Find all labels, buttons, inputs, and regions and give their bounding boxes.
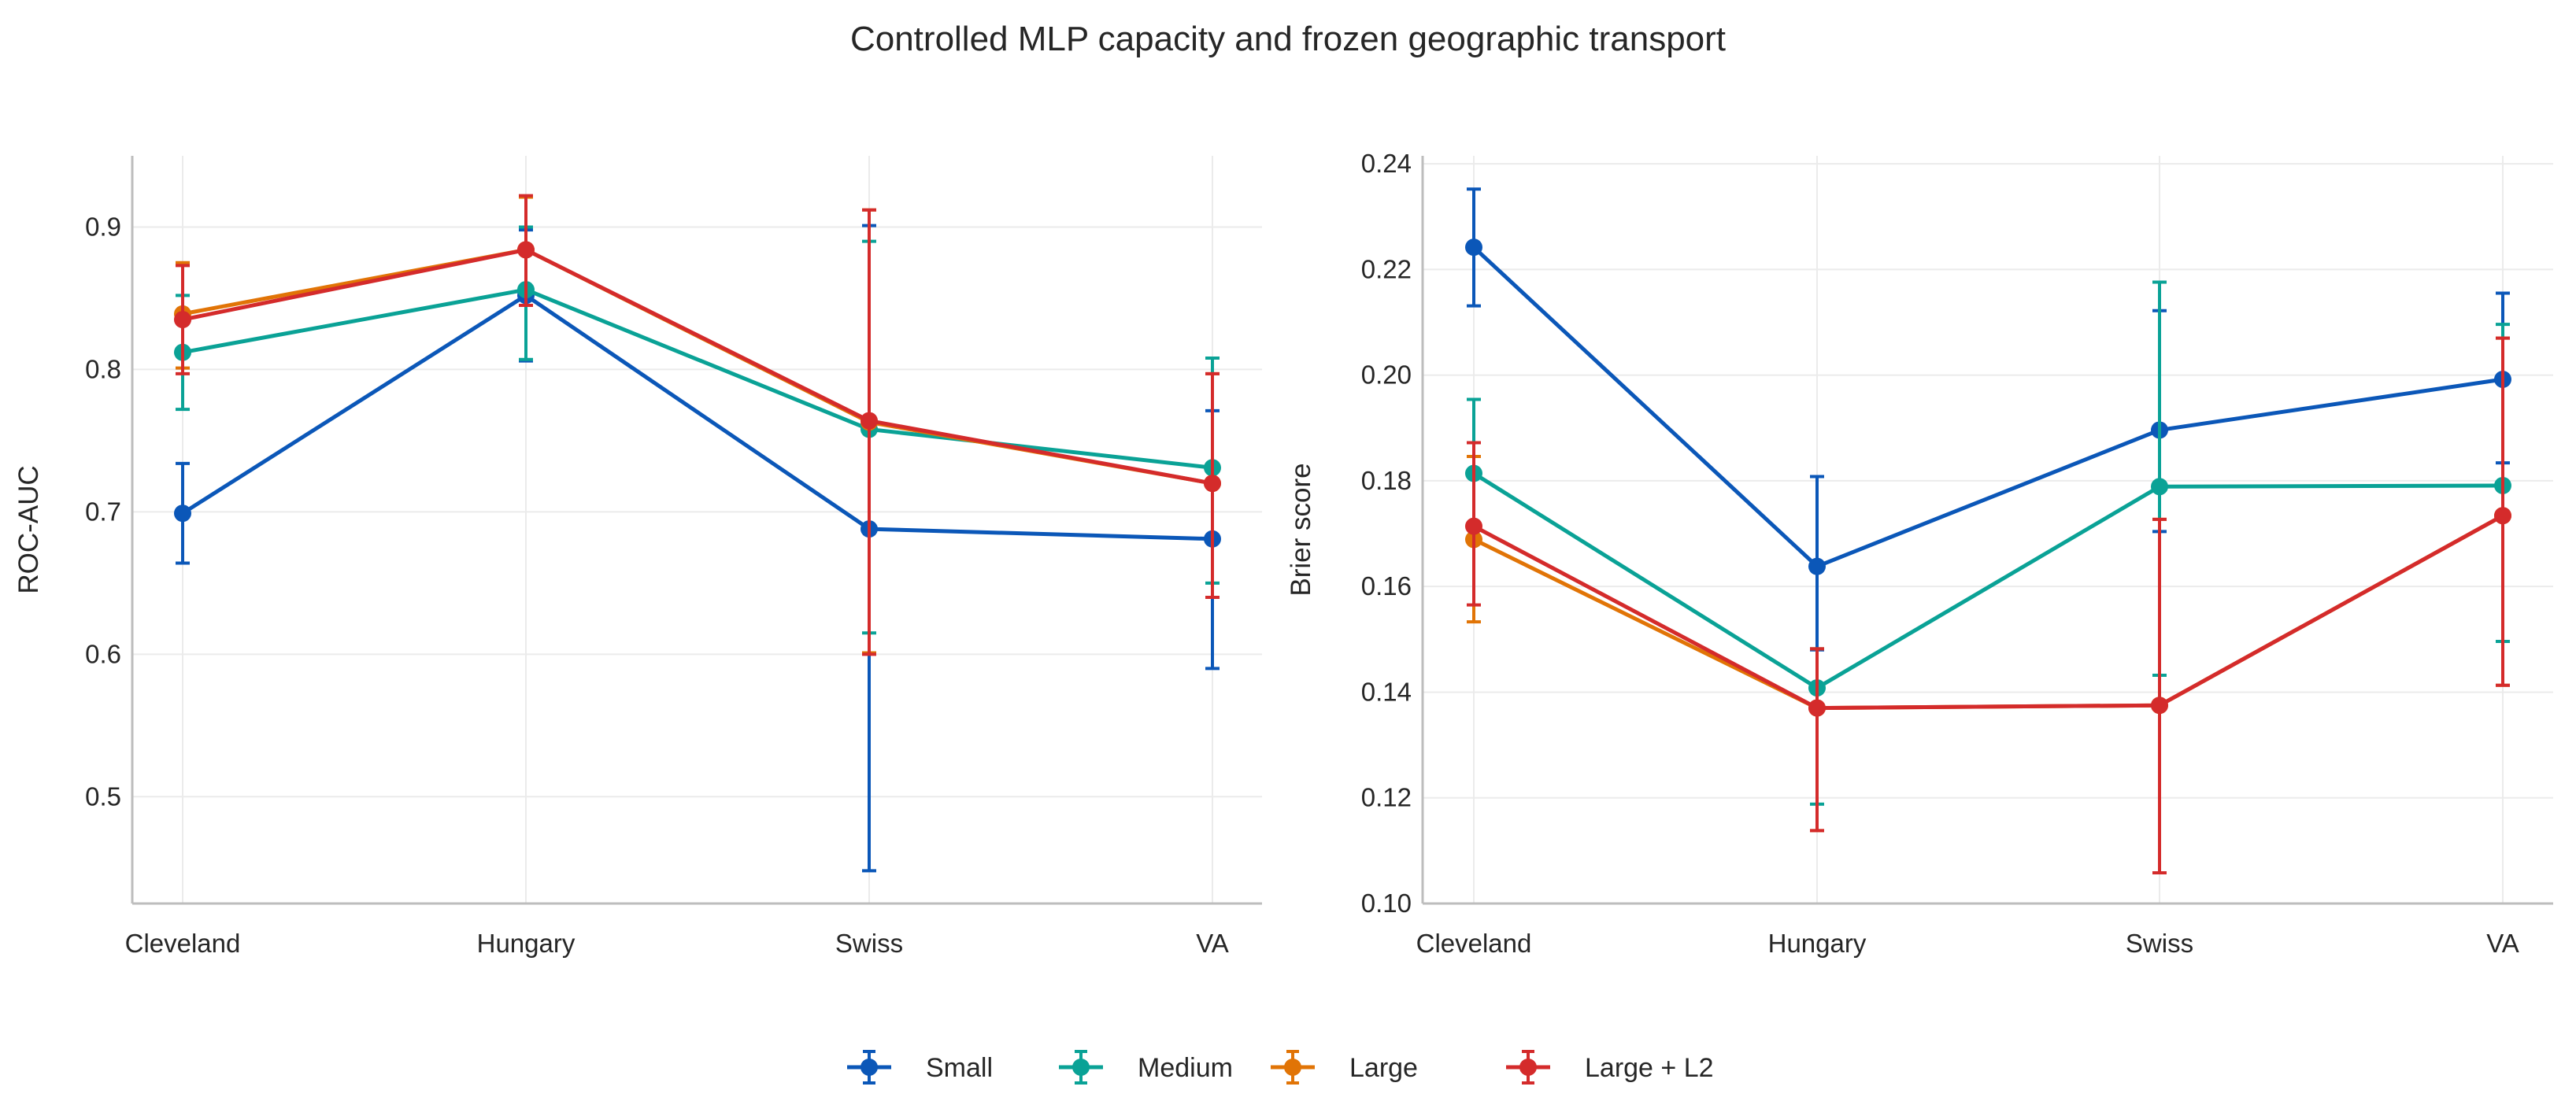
roc-auc-xtick-swiss: Swiss [835,929,903,958]
brier-score-large-l2-line [1472,514,2504,711]
legend-item-small: Small [847,1050,993,1085]
brier-score-large-l2-point-hungary [1808,699,1826,717]
brier-score-series-small [1465,187,2511,652]
brier-score-ytick-label: 0.18 [1361,466,1412,495]
brier-score-large-line [1472,514,2504,711]
brier-score-xtick-cleveland: Cleveland [1416,929,1532,958]
brier-score-xtick-va: VA [2486,929,2519,958]
legend-item-large-l2: Large + L2 [1506,1050,1714,1085]
roc-auc-ytick-label: 0.6 [85,639,121,668]
roc-auc-ylabel: ROC-AUC [13,465,44,593]
roc-auc-xtick-hungary: Hungary [477,929,576,958]
brier-score-series-medium [1465,280,2511,806]
brier-score-ytick-label: 0.24 [1361,149,1412,178]
roc-auc-ytick-label: 0.8 [85,354,121,383]
legend-item-medium: Medium [1059,1050,1233,1085]
roc-auc-large-l2-point-cleveland [174,311,191,329]
roc-auc-ytick-label: 0.9 [85,212,121,241]
legend-swatch-marker [1519,1059,1537,1076]
legend-item-large: Large [1271,1050,1418,1085]
brier-score-small-point-hungary [1808,557,1826,575]
roc-auc-small-point-cleveland [174,504,191,523]
roc-auc-panel: 0.5 0.6 0.7 0.8 0.9 Cleveland Hungary Swiss VA RO… [13,156,1262,958]
brier-score-panel: 0.10 0.12 0.14 0.16 0.18 0.20 0.22 0.24 Clevelan… [1286,149,2553,958]
roc-auc-series-large [174,195,1221,655]
figure-title: Controlled MLP capacity and frozen geogr… [850,20,1726,58]
brier-score-ytick-label: 0.20 [1361,360,1412,390]
brier-score-large-l2-point-swiss [2151,697,2168,715]
brier-score-ytick-label: 0.16 [1361,571,1412,600]
roc-auc-series-small [174,224,1221,873]
brier-score-large-l2-point-cleveland [1465,517,1482,535]
roc-auc-medium-line [182,287,1213,470]
roc-auc-large-l2-point-swiss [861,412,878,430]
roc-auc-large-l2-line [182,247,1213,486]
legend-label-small: Small [926,1053,993,1083]
legend: Small Medium Large Large + L2 [847,1050,1714,1085]
legend-swatch-marker [1284,1059,1301,1076]
brier-score-small-line [1472,246,2504,569]
brier-score-ylabel: Brier score [1286,463,1316,596]
roc-auc-ytick-label: 0.7 [85,497,121,526]
legend-swatch-marker [861,1059,878,1076]
roc-auc-small-line [181,293,1213,541]
legend-swatch-marker [1072,1059,1090,1076]
roc-auc-ytick-label: 0.5 [85,782,121,811]
brier-score-large-l2-point-va [2494,507,2511,525]
brier-score-ytick-label: 0.14 [1361,677,1412,706]
brier-score-ytick-label: 0.22 [1361,254,1412,283]
brier-score-small-point-cleveland [1465,238,1482,257]
roc-auc-large-line [182,247,1213,486]
roc-auc-xtick-va: VA [1196,929,1229,958]
brier-score-series-large-l2 [1465,336,2511,875]
roc-auc-series-large-l2 [174,194,1221,656]
brier-score-ytick-label: 0.10 [1361,889,1412,918]
brier-score-ytick-label: 0.12 [1361,783,1412,812]
brier-score-xtick-hungary: Hungary [1768,929,1867,958]
brier-score-medium-line [1472,471,2504,690]
legend-label-large: Large [1349,1053,1418,1083]
legend-label-large-l2: Large + L2 [1585,1053,1714,1083]
roc-auc-large-l2-point-va [1204,475,1221,493]
brier-score-medium-point-swiss [2151,478,2168,496]
legend-label-medium: Medium [1138,1053,1233,1083]
roc-auc-large-l2-point-hungary [517,241,535,259]
brier-score-xtick-swiss: Swiss [2126,929,2193,958]
roc-auc-xtick-cleveland: Cleveland [125,929,241,958]
